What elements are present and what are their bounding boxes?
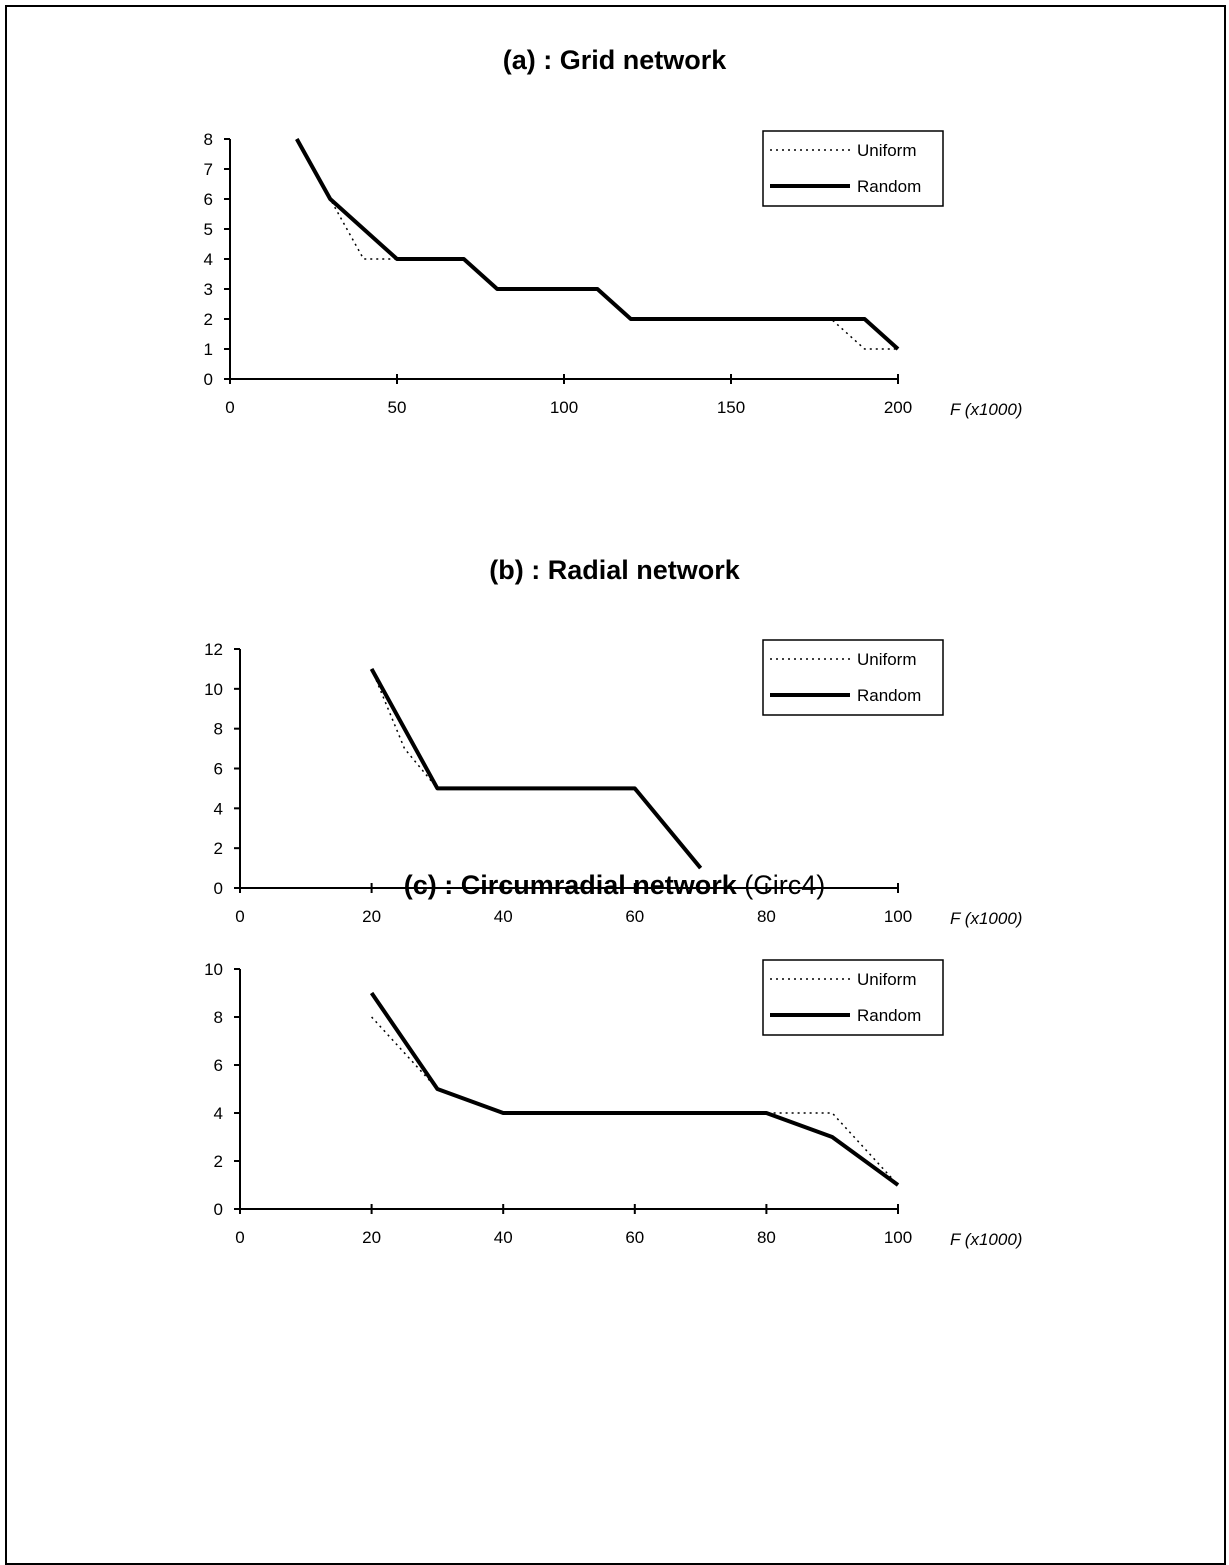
chart1-y-tick-label: 4 — [214, 799, 223, 818]
chart2-legend-label-uniform: Uniform — [857, 970, 917, 989]
chart1-x-tick-label: 60 — [625, 907, 644, 926]
chart0-y-tick-label: 3 — [204, 280, 213, 299]
chart2-y-tick-label: 2 — [214, 1152, 223, 1171]
chart2-series-uniform — [371, 1016, 899, 1186]
chart0-x-tick-label: 200 — [884, 398, 912, 417]
chart2-x-tick-label: 60 — [625, 1228, 644, 1247]
chart0-x-tick-label: 50 — [388, 398, 407, 417]
chart1-y-tick-label: 0 — [214, 879, 223, 898]
chart2-y-tick-label: 10 — [204, 960, 223, 979]
chart-title-c: (c) : Circumradial network (Circ4) — [403, 870, 826, 900]
chart2-x-axis-label: F (x1000) — [950, 1230, 1022, 1249]
chart0-y-tick-label: 7 — [204, 160, 213, 179]
chart1-y-tick-label: 2 — [214, 839, 223, 858]
chart0-legend-label-random: Random — [857, 177, 921, 196]
chart1-x-tick-label: 80 — [757, 907, 776, 926]
chart2-x-tick-label: 80 — [757, 1228, 776, 1247]
chart1-legend-label-random: Random — [857, 686, 921, 705]
chart-title-b: (b) : Radial network — [489, 555, 740, 585]
chart2-legend-label-random: Random — [857, 1006, 921, 1025]
chart0-x-tick-label: 100 — [550, 398, 578, 417]
chart1-y-tick-label: 10 — [204, 680, 223, 699]
chart0-y-tick-label: 5 — [204, 220, 213, 239]
chart1-x-axis-label: F (x1000) — [950, 909, 1022, 928]
chart0-y-tick-label: 6 — [204, 190, 213, 209]
chart0-y-tick-label: 0 — [204, 370, 213, 389]
chart1-y-tick-label: 8 — [214, 720, 223, 739]
chart0-legend-label-uniform: Uniform — [857, 141, 917, 160]
chart2-x-tick-label: 20 — [362, 1228, 381, 1247]
chart1-series-uniform — [370, 668, 702, 869]
chart0-y-tick-label: 8 — [204, 130, 213, 149]
chart0-series-random — [295, 138, 900, 351]
chart1-x-tick-label: 100 — [884, 907, 912, 926]
chart2-series-random — [369, 991, 900, 1187]
chart2-x-tick-label: 0 — [235, 1228, 244, 1247]
chart2-x-tick-label: 40 — [494, 1228, 513, 1247]
chart0-x-tick-label: 0 — [225, 398, 234, 417]
chart2-y-tick-label: 0 — [214, 1200, 223, 1219]
chart1-series-random — [369, 667, 703, 870]
chart2-y-tick-label: 8 — [214, 1008, 223, 1027]
chart1-x-tick-label: 20 — [362, 907, 381, 926]
chart1-y-tick-label: 12 — [204, 640, 223, 659]
chart1-legend-label-uniform: Uniform — [857, 650, 917, 669]
chart1-x-tick-label: 40 — [494, 907, 513, 926]
chart1-x-tick-label: 0 — [235, 907, 244, 926]
chart1-legend-box — [762, 639, 944, 716]
chart2-x-tick-label: 100 — [884, 1228, 912, 1247]
chart2-legend-box — [762, 959, 944, 1036]
figure-frame — [5, 5, 1226, 1565]
chart1-y-tick-label: 6 — [214, 760, 223, 779]
chart0-y-tick-label: 1 — [204, 340, 213, 359]
chart-title-a: (a) : Grid network — [502, 45, 727, 75]
chart0-y-tick-label: 2 — [204, 310, 213, 329]
chart2-y-tick-label: 4 — [214, 1104, 223, 1123]
chart0-legend-box — [762, 130, 944, 207]
chart2-y-tick-label: 6 — [214, 1056, 223, 1075]
chart0-y-tick-label: 4 — [204, 250, 213, 269]
chart0-x-axis-label: F (x1000) — [950, 400, 1022, 419]
chart0-x-tick-label: 150 — [717, 398, 745, 417]
